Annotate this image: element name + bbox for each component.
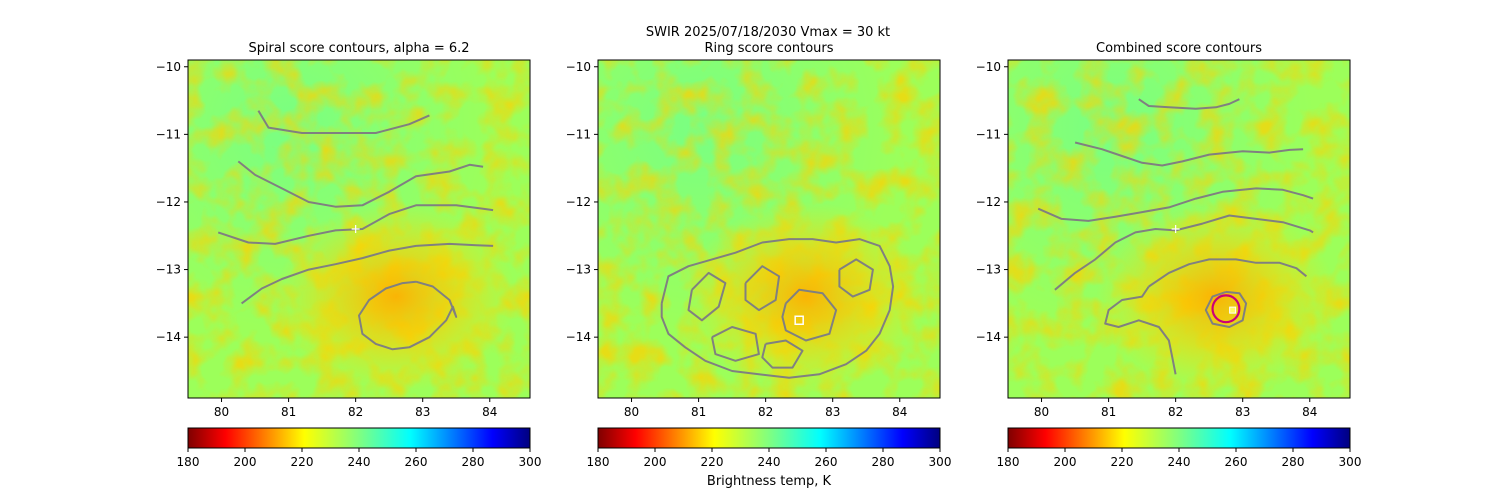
contour-line-3 — [1037, 187, 1314, 222]
contour-line-4 — [241, 242, 494, 305]
center-marker — [351, 225, 360, 233]
colorbar-tick-label: 200 — [234, 455, 257, 469]
y-tick-label: −13 — [976, 263, 1001, 277]
x-tick-label: 82 — [1168, 405, 1183, 419]
colorbar-tick-label: 180 — [587, 455, 610, 469]
contour-line-5 — [838, 258, 874, 298]
colorbar-tick-label: 220 — [1111, 455, 1134, 469]
x-tick-label: 80 — [1034, 405, 1049, 419]
x-tick-label: 84 — [1302, 405, 1317, 419]
heatmap-storm-core — [275, 201, 516, 392]
y-tick-label: −11 — [566, 127, 591, 141]
contour-line-7 — [1204, 290, 1248, 328]
x-tick-label: 83 — [1235, 405, 1250, 419]
colorbar-tick-label: 180 — [177, 455, 200, 469]
y-tick-label: −14 — [976, 330, 1001, 344]
colorbar-tick-label: 260 — [1225, 455, 1248, 469]
colorbar — [1007, 427, 1351, 449]
contour-line-1 — [660, 238, 895, 379]
x-tick-label: 83 — [825, 405, 840, 419]
colorbar-tick-label: 280 — [872, 455, 895, 469]
plot-frame — [187, 59, 531, 399]
colorbar-tick-label: 200 — [644, 455, 667, 469]
colorbar-tick-label: 220 — [291, 455, 314, 469]
contour-line-1 — [257, 110, 430, 134]
contour-line-7 — [761, 339, 804, 369]
colorbar-tick-label: 240 — [1168, 455, 1191, 469]
x-tick-label: 82 — [348, 405, 363, 419]
y-tick-label: −12 — [566, 195, 591, 209]
colorbar — [597, 427, 941, 449]
best-point-marker — [1229, 306, 1237, 314]
contour-line-5 — [1148, 258, 1308, 288]
contour-line-6 — [711, 326, 760, 362]
y-tick-label: −11 — [976, 127, 1001, 141]
y-tick-label: −13 — [156, 263, 181, 277]
panel-title: Ring score contours — [704, 41, 833, 56]
x-tick-label: 81 — [691, 405, 706, 419]
panels: Spiral score contours, alpha = 6.2 80 81 82… — [156, 41, 1362, 469]
colorbar-tick-label: 180 — [997, 455, 1020, 469]
plot-frame — [1007, 59, 1351, 399]
y-tick-label: −10 — [156, 60, 181, 74]
suptitle: SWIR 2025/07/18/2030 Vmax = 30 kt — [646, 25, 890, 40]
chart-panel-2: Ring score contours 80 81 82 83 84 −10 −11 −12 −1… — [566, 41, 952, 469]
colorbar-tick-label: 300 — [1339, 455, 1362, 469]
colorbar-tick-label: 240 — [348, 455, 371, 469]
colorbar-tick-label: 240 — [758, 455, 781, 469]
contour-line-3 — [217, 204, 494, 245]
y-tick-label: −10 — [976, 60, 1001, 74]
plot-frame — [597, 59, 941, 399]
ring-fit-circle — [1211, 294, 1241, 324]
colorbar-tick-label: 300 — [929, 455, 952, 469]
x-tick-label: 82 — [758, 405, 773, 419]
colorbar-tick-label: 220 — [701, 455, 724, 469]
panel-title: Spiral score contours, alpha = 6.2 — [248, 41, 469, 56]
contour-line-5 — [358, 280, 458, 351]
colorbar-tick-label: 200 — [1054, 455, 1077, 469]
x-tick-label: 80 — [214, 405, 229, 419]
x-tick-label: 84 — [892, 405, 907, 419]
x-tick-label: 83 — [415, 405, 430, 419]
contour-line-2 — [1074, 141, 1304, 167]
panel-title: Combined score contours — [1096, 41, 1262, 56]
contour-line-2 — [687, 271, 727, 322]
x-tick-label: 81 — [1101, 405, 1116, 419]
colorbar-tick-label: 280 — [462, 455, 485, 469]
x-tick-label: 81 — [281, 405, 296, 419]
heatmap-storm-core — [1095, 201, 1336, 392]
heatmap-field — [598, 60, 940, 398]
x-tick-label: 80 — [624, 405, 639, 419]
colorbar-label: Brightness temp, K — [707, 474, 832, 489]
y-tick-label: −14 — [566, 330, 591, 344]
colorbar-tick-label: 260 — [815, 455, 838, 469]
chart-panel-1: Spiral score contours, alpha = 6.2 80 81 82… — [156, 41, 542, 469]
colorbar-tick-label: 260 — [405, 455, 428, 469]
colorbar-tick-label: 300 — [519, 455, 542, 469]
contour-line-3 — [744, 265, 781, 312]
center-marker — [794, 315, 804, 326]
chart-panel-3: Combined score contours 80 81 82 83 84 −10 −11 −… — [976, 41, 1362, 469]
colorbar-tick-label: 280 — [1282, 455, 1305, 469]
y-tick-label: −13 — [566, 263, 591, 277]
y-tick-label: −14 — [156, 330, 181, 344]
contour-line-6 — [1104, 285, 1177, 375]
x-tick-label: 84 — [482, 405, 497, 419]
y-tick-label: −11 — [156, 127, 181, 141]
y-tick-label: −12 — [976, 195, 1001, 209]
contour-line-1 — [1138, 98, 1240, 110]
y-tick-label: −12 — [156, 195, 181, 209]
center-marker — [1171, 225, 1180, 233]
y-tick-label: −10 — [566, 60, 591, 74]
contour-line-2 — [237, 160, 484, 208]
colorbar — [187, 427, 531, 449]
contour-line-4 — [781, 288, 838, 342]
